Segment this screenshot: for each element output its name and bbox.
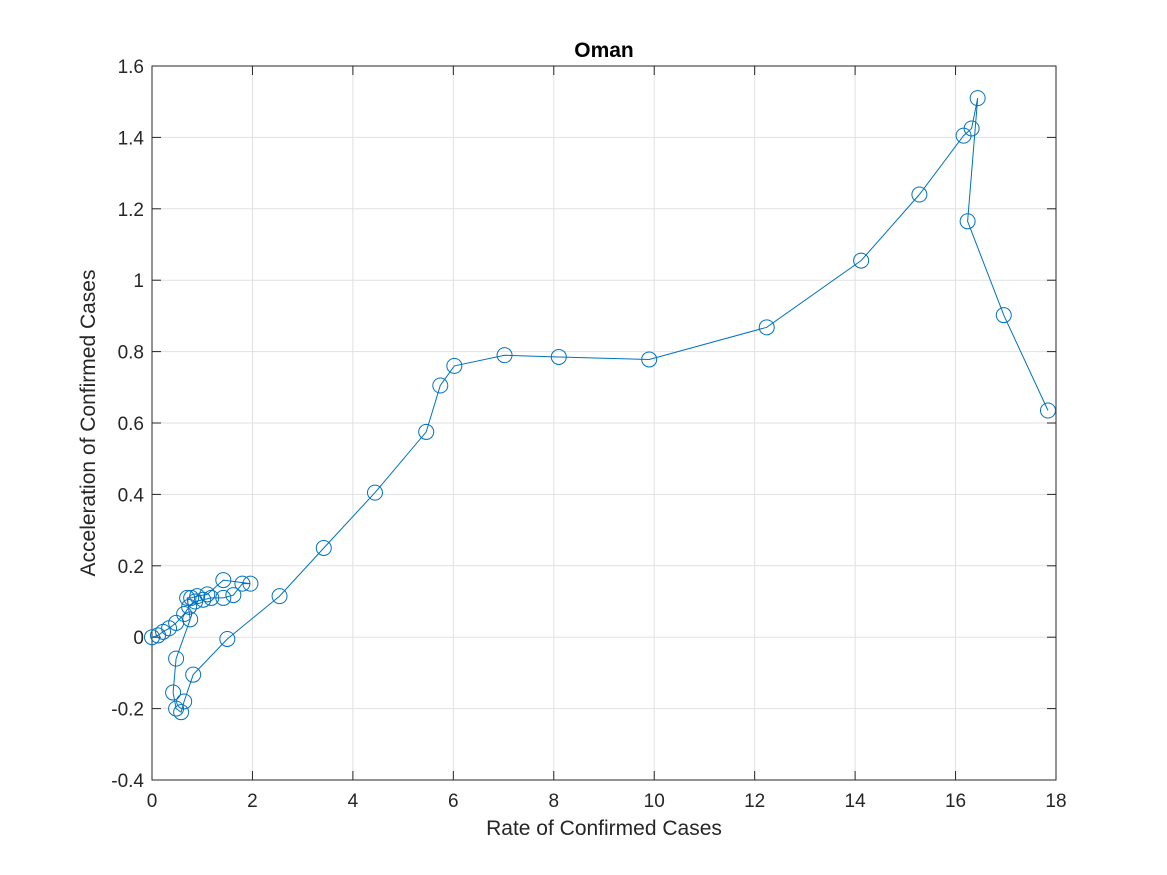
x-tick-label: 12 (744, 791, 765, 812)
data-point (203, 589, 220, 606)
y-tick-label: 0.8 (118, 343, 144, 364)
data-point (963, 120, 980, 137)
data-point (165, 684, 182, 701)
y-tick-label: 0.2 (118, 557, 144, 578)
data-point (432, 377, 449, 394)
grid (151, 65, 1057, 781)
data-point (995, 307, 1012, 324)
y-tick-label: -0.4 (111, 771, 144, 792)
chart-title: Oman (574, 39, 634, 62)
y-tick-label: -0.2 (111, 700, 144, 721)
y-tick-label: 1.2 (118, 200, 144, 221)
x-tick-label: 8 (548, 791, 559, 812)
x-tick-label: 6 (448, 791, 459, 812)
x-tick-label: 18 (1045, 791, 1066, 812)
data-point (219, 630, 236, 647)
data-point (179, 589, 196, 606)
data-point (168, 650, 185, 667)
data-point (641, 351, 658, 368)
x-tick-label: 4 (348, 791, 359, 812)
x-tick-label: 16 (945, 791, 966, 812)
data-point (182, 611, 199, 628)
data-point (215, 589, 232, 606)
data-point (959, 213, 976, 230)
data-point (271, 588, 288, 605)
data-point (758, 319, 775, 336)
data-point (215, 572, 232, 589)
data-point (183, 589, 200, 606)
data-point (173, 704, 190, 721)
data-point (550, 348, 567, 365)
labels: 0 2 4 6 8 10 12 14 16 18 -0.4 -0.2 0 0.2 0.4 0.6 0.8 1 1.2… (77, 39, 1067, 840)
data-point (185, 666, 202, 683)
data-point (366, 484, 383, 501)
y-tick-label: 0.6 (118, 414, 144, 435)
x-tick-label: 10 (644, 791, 665, 812)
data-series (144, 90, 1056, 721)
y-tick-label: 1 (133, 271, 144, 292)
data-point (189, 588, 206, 605)
data-point (418, 423, 435, 440)
data-point (853, 252, 870, 269)
x-tick-label: 0 (147, 791, 158, 812)
axes (151, 65, 1057, 781)
x-tick-label: 2 (247, 791, 258, 812)
data-point (176, 693, 193, 710)
data-point (446, 357, 463, 374)
y-tick-label: 1.6 (118, 57, 144, 78)
data-point (199, 586, 216, 603)
data-point (496, 347, 513, 364)
data-point (242, 575, 259, 592)
data-point (225, 587, 242, 604)
data-point (911, 186, 928, 203)
data-point (969, 90, 986, 107)
data-point (181, 598, 198, 615)
y-tick-label: 0 (133, 628, 144, 649)
data-point (144, 629, 160, 646)
y-tick-label: 1.4 (118, 128, 145, 149)
data-point (234, 575, 251, 592)
y-axis-label: Acceleration of Confirmed Cases (77, 270, 100, 577)
data-point (315, 539, 332, 556)
x-axis-label: Rate of Confirmed Cases (486, 817, 722, 840)
y-tick-label: 0.4 (118, 485, 145, 506)
data-point (1039, 402, 1056, 419)
x-tick-label: 14 (845, 791, 867, 812)
